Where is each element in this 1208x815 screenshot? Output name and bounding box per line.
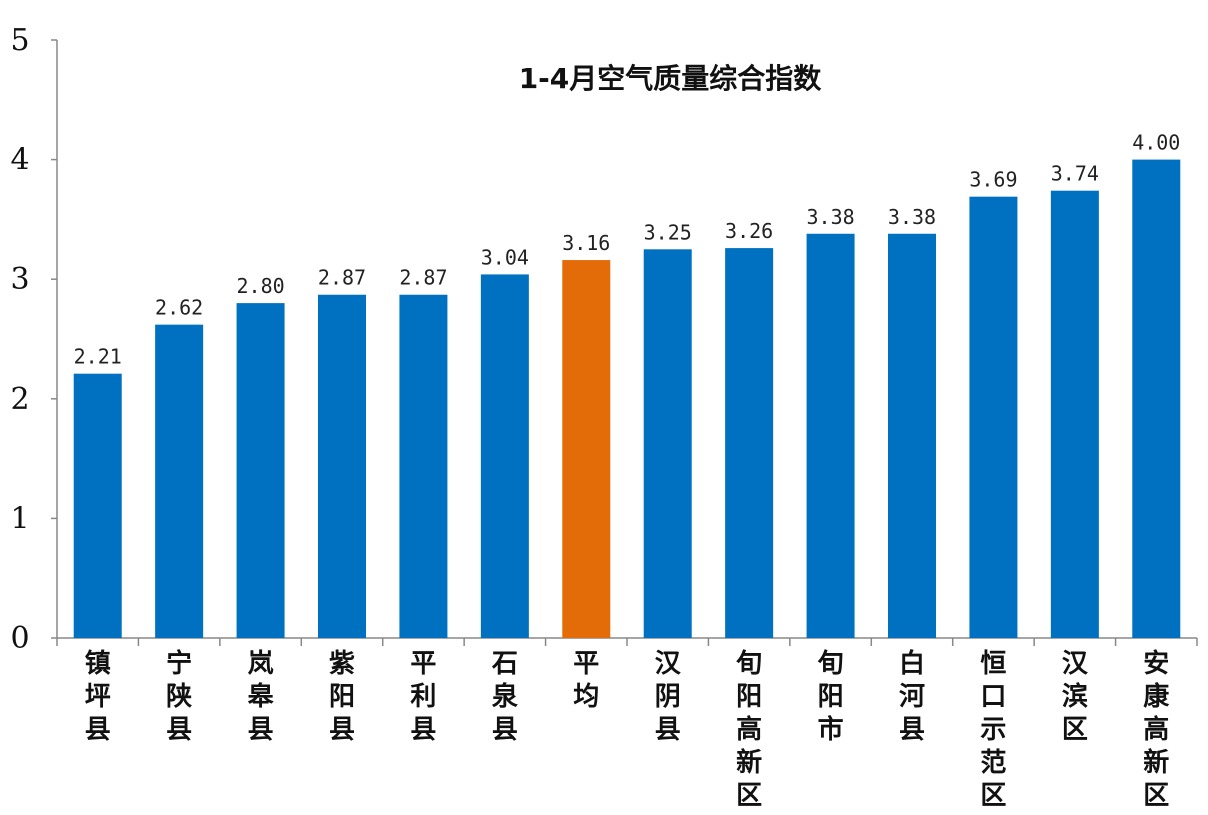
y-tick-label: 5 <box>10 23 29 58</box>
bar <box>888 233 936 638</box>
y-tick-label: 2 <box>10 382 29 417</box>
data-label: 2.21 <box>74 345 122 369</box>
bar <box>155 324 204 638</box>
x-tick-label: 旬阳市 <box>818 649 844 745</box>
x-tick-label: 旬阳高新区 <box>736 649 762 811</box>
bar <box>236 303 285 638</box>
y-axis: 0 1 2 3 4 5 <box>10 23 58 656</box>
data-label: 3.04 <box>481 245 529 269</box>
data-label: 3.26 <box>725 219 773 243</box>
bar <box>643 249 692 639</box>
y-tick-label: 1 <box>10 501 29 536</box>
bar <box>318 294 366 638</box>
data-label: 3.69 <box>969 168 1017 192</box>
bar <box>73 373 122 638</box>
bar <box>1132 159 1181 638</box>
data-label: 2.62 <box>155 296 203 320</box>
x-tick-label: 恒口示范区 <box>980 649 1006 811</box>
y-tick-label: 4 <box>10 143 29 178</box>
y-tick-label: 3 <box>10 262 29 297</box>
x-axis <box>56 637 1198 646</box>
bar <box>725 248 774 638</box>
data-label: 3.16 <box>562 231 610 255</box>
value-labels: 2.21 2.62 2.80 2.87 2.87 3.04 3.16 3.25 3.26 3.38… <box>74 131 1181 369</box>
x-tick-label: 镇坪县 <box>85 649 111 745</box>
bar <box>806 233 855 638</box>
x-tick-label: 宁陕县 <box>166 648 192 745</box>
bar <box>969 196 1018 638</box>
category-labels: 镇坪县 宁陕县 岚皋县 紫阳县 平利县 石泉县 平均 汉阴县 旬阳高新区 旬阳市 白河县 恒口示范区 汉… <box>85 648 1171 811</box>
chart-title: 1-4月空气质量综合指数 <box>519 62 823 95</box>
bar <box>1050 190 1099 639</box>
x-tick-label: 平均 <box>573 649 599 712</box>
x-tick-label: 石泉县 <box>491 649 519 745</box>
x-tick-label: 紫阳县 <box>329 649 355 745</box>
x-tick-label: 平利县 <box>410 649 436 745</box>
data-label: 2.87 <box>318 266 366 290</box>
y-tick-label: 0 <box>10 621 29 656</box>
bar <box>399 294 448 638</box>
data-label: 2.80 <box>236 274 284 298</box>
data-label: 2.87 <box>399 266 447 290</box>
data-label: 3.38 <box>888 205 936 229</box>
data-label: 3.74 <box>1051 162 1099 186</box>
x-tick-label: 汉滨区 <box>1062 649 1089 745</box>
data-label: 4.00 <box>1132 131 1180 155</box>
data-label: 3.25 <box>644 220 692 244</box>
bar <box>480 274 529 638</box>
bar <box>562 260 611 638</box>
bars <box>73 159 1181 639</box>
data-label: 3.38 <box>806 205 854 229</box>
x-tick-label: 安康高新区 <box>1143 649 1170 811</box>
x-tick-label: 岚皋县 <box>248 649 275 745</box>
x-tick-label: 白河县 <box>899 648 925 745</box>
x-tick-label: 汉阴县 <box>655 649 682 745</box>
